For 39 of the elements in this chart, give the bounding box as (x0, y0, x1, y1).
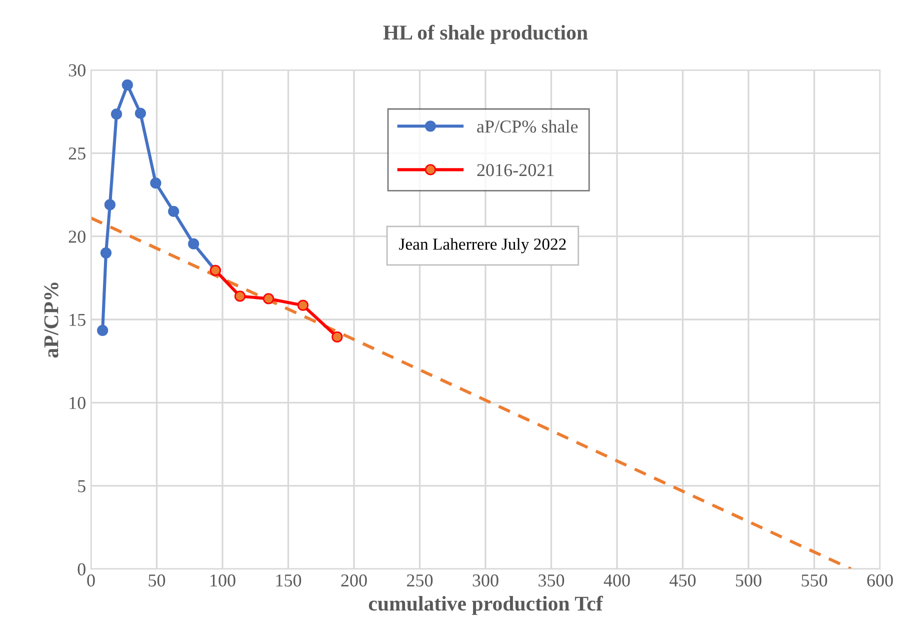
x-tick-label: 550 (802, 574, 828, 587)
x-tick-label: 200 (341, 574, 367, 587)
point (150, 178, 162, 189)
x-tick-label: 400 (604, 574, 630, 587)
chart-title: HL of shale production (383, 24, 588, 44)
y-tick-label: 0 (78, 563, 86, 576)
point (134, 108, 146, 119)
point (332, 331, 343, 343)
annotation: Jean Laherrere July 2022 (399, 238, 566, 254)
x-axis-title: cumulative production Tcf (368, 596, 604, 615)
x-tick-label: 600 (867, 574, 893, 587)
x-tick-label: 300 (472, 574, 498, 587)
x-tick-label: 500 (736, 574, 762, 587)
y-tick-label: 15 (70, 314, 86, 326)
point (97, 324, 108, 336)
y-tick-label: 5 (78, 480, 86, 492)
point (188, 238, 200, 250)
point (297, 300, 309, 311)
x-tick-label: 50 (148, 574, 166, 587)
y-tick-label: 10 (70, 396, 86, 410)
y-tick-label: 30 (68, 64, 86, 76)
x-tick-label: 250 (407, 574, 433, 587)
x-tick-label: 150 (276, 574, 302, 587)
legend-label: aP/CP% shale (477, 120, 578, 133)
y-tick-label: 20 (68, 230, 86, 243)
x-tick-label: 0 (87, 574, 95, 587)
point (168, 206, 180, 217)
y-axis-title: aP/CP% (44, 282, 58, 358)
point (110, 108, 122, 120)
legend-label: 2016-2021 (477, 164, 554, 176)
x-tick-label: 100 (210, 574, 236, 587)
y-tick-label: 25 (68, 147, 86, 160)
point (122, 79, 133, 91)
point (104, 199, 116, 210)
point (100, 247, 112, 259)
point (262, 293, 274, 304)
x-tick-label: 450 (670, 574, 696, 587)
x-tick-label: 350 (538, 574, 564, 587)
point (234, 290, 246, 302)
